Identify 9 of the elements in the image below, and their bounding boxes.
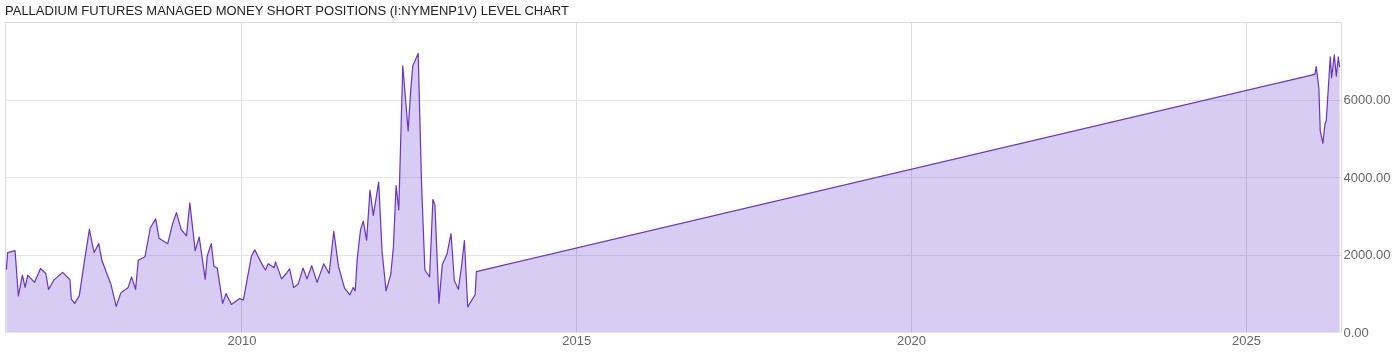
x-tick-label: 2020 bbox=[897, 332, 927, 348]
y-tick-label: 6000.00 bbox=[1343, 92, 1391, 107]
x-tick-label: 2010 bbox=[227, 332, 257, 348]
y-tick-label: 0.00 bbox=[1343, 324, 1369, 340]
x-tick-label: 2015 bbox=[562, 332, 592, 348]
y-tick-label: 2000.00 bbox=[1343, 247, 1391, 262]
chart-title: PALLADIUM FUTURES MANAGED MONEY SHORT POSITIONS (I:NYMENP1V) LEVEL CHART bbox=[5, 3, 569, 18]
y-tick-label: 4000.00 bbox=[1343, 169, 1391, 185]
x-tick-label: 2025 bbox=[1231, 332, 1261, 348]
